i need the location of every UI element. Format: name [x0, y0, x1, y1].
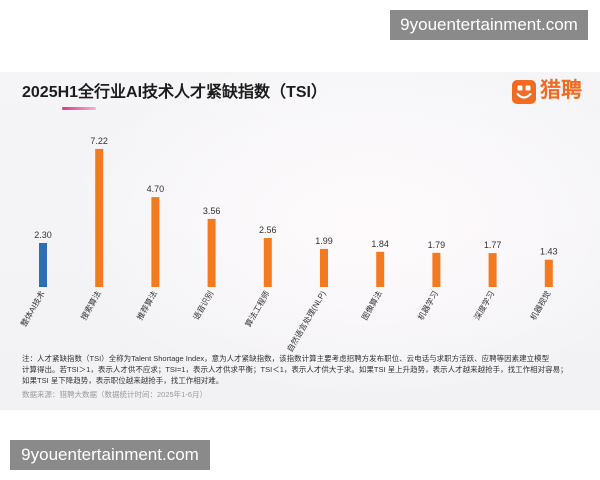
logo-smile: [516, 92, 532, 99]
data-source: 数据来源：猎聘大数据（数据统计时间：2025年1-6月）: [22, 390, 208, 399]
bar: [39, 243, 47, 287]
category-label: 整体AI技术: [18, 289, 46, 328]
bar-value-label: 1.84: [371, 239, 389, 249]
category-label: 图像算法: [359, 289, 384, 322]
brand-name: 猎聘: [540, 79, 582, 102]
note-line: 计算得出。若TSI＞1，表示人才供不应求；TSI=1，表示人才供求平衡；TSI＜…: [22, 365, 568, 374]
bar: [263, 238, 272, 287]
note-line: 如果TSI 呈下降趋势，表示职位越来越抢手，找工作相对难。: [22, 376, 224, 385]
bar: [376, 251, 385, 287]
bar-value-label: 1.77: [484, 240, 502, 250]
liepin-logo-icon: [512, 80, 536, 104]
chart-notes: 注：人才紧缺指数（TSI）全称为Talent Shortage Index，意为…: [22, 353, 582, 400]
bar: [95, 148, 104, 287]
bar-value-label: 4.70: [147, 184, 165, 194]
bar: [488, 253, 497, 287]
logo-mark-left: [517, 85, 523, 91]
chart-title: 2025H1全行业AI技术人才紧缺指数（TSI）: [22, 84, 327, 101]
bar-chart: 2.30 整体AI技术 7.22 搜索算法 4.70 推荐算法 3.56 语音识别 2.56 算法…: [18, 136, 557, 352]
bar-value-label: 1.43: [540, 247, 558, 257]
category-label: 深度学习: [472, 289, 497, 322]
title-accent-underline: [62, 107, 96, 110]
infographic-card: 2025H1全行业AI技术人才紧缺指数（TSI） 猎聘 2.30 整体AI技术 7.…: [0, 72, 600, 410]
note-line: 注：人才紧缺指数（TSI）全称为Talent Shortage Index，意为…: [22, 354, 550, 363]
watermark-top-right: 9youentertainment.com: [390, 10, 588, 40]
bar-chart-marks: 2.30 整体AI技术 7.22 搜索算法 4.70 推荐算法 3.56 语音识别 2.56 算法…: [18, 136, 557, 352]
bar-value-label: 2.56: [259, 225, 277, 235]
bar: [207, 218, 216, 287]
bar: [432, 252, 441, 287]
watermark-bottom-left: 9youentertainment.com: [10, 440, 210, 470]
category-label: 算法工程师: [243, 289, 272, 329]
bar-value-label: 3.56: [203, 206, 221, 216]
logo-background: [512, 80, 536, 104]
category-label: 语音识别: [191, 289, 216, 322]
bar-value-label: 1.99: [315, 236, 333, 246]
category-label: 机器学习: [415, 289, 440, 322]
bar: [320, 248, 328, 287]
bar-value-label: 7.22: [90, 136, 108, 146]
bar-value-label: 2.30: [34, 230, 52, 240]
logo-mark-right: [525, 85, 531, 91]
bar-value-label: 1.79: [428, 240, 446, 250]
logo-graphic: [512, 80, 536, 104]
category-label: 机器视觉: [528, 289, 553, 322]
category-label: 推荐算法: [134, 289, 159, 322]
category-label: 搜索算法: [78, 289, 103, 322]
bar: [544, 259, 553, 287]
category-label: 自然语言处理(NLP): [285, 289, 328, 352]
bar: [151, 197, 160, 287]
